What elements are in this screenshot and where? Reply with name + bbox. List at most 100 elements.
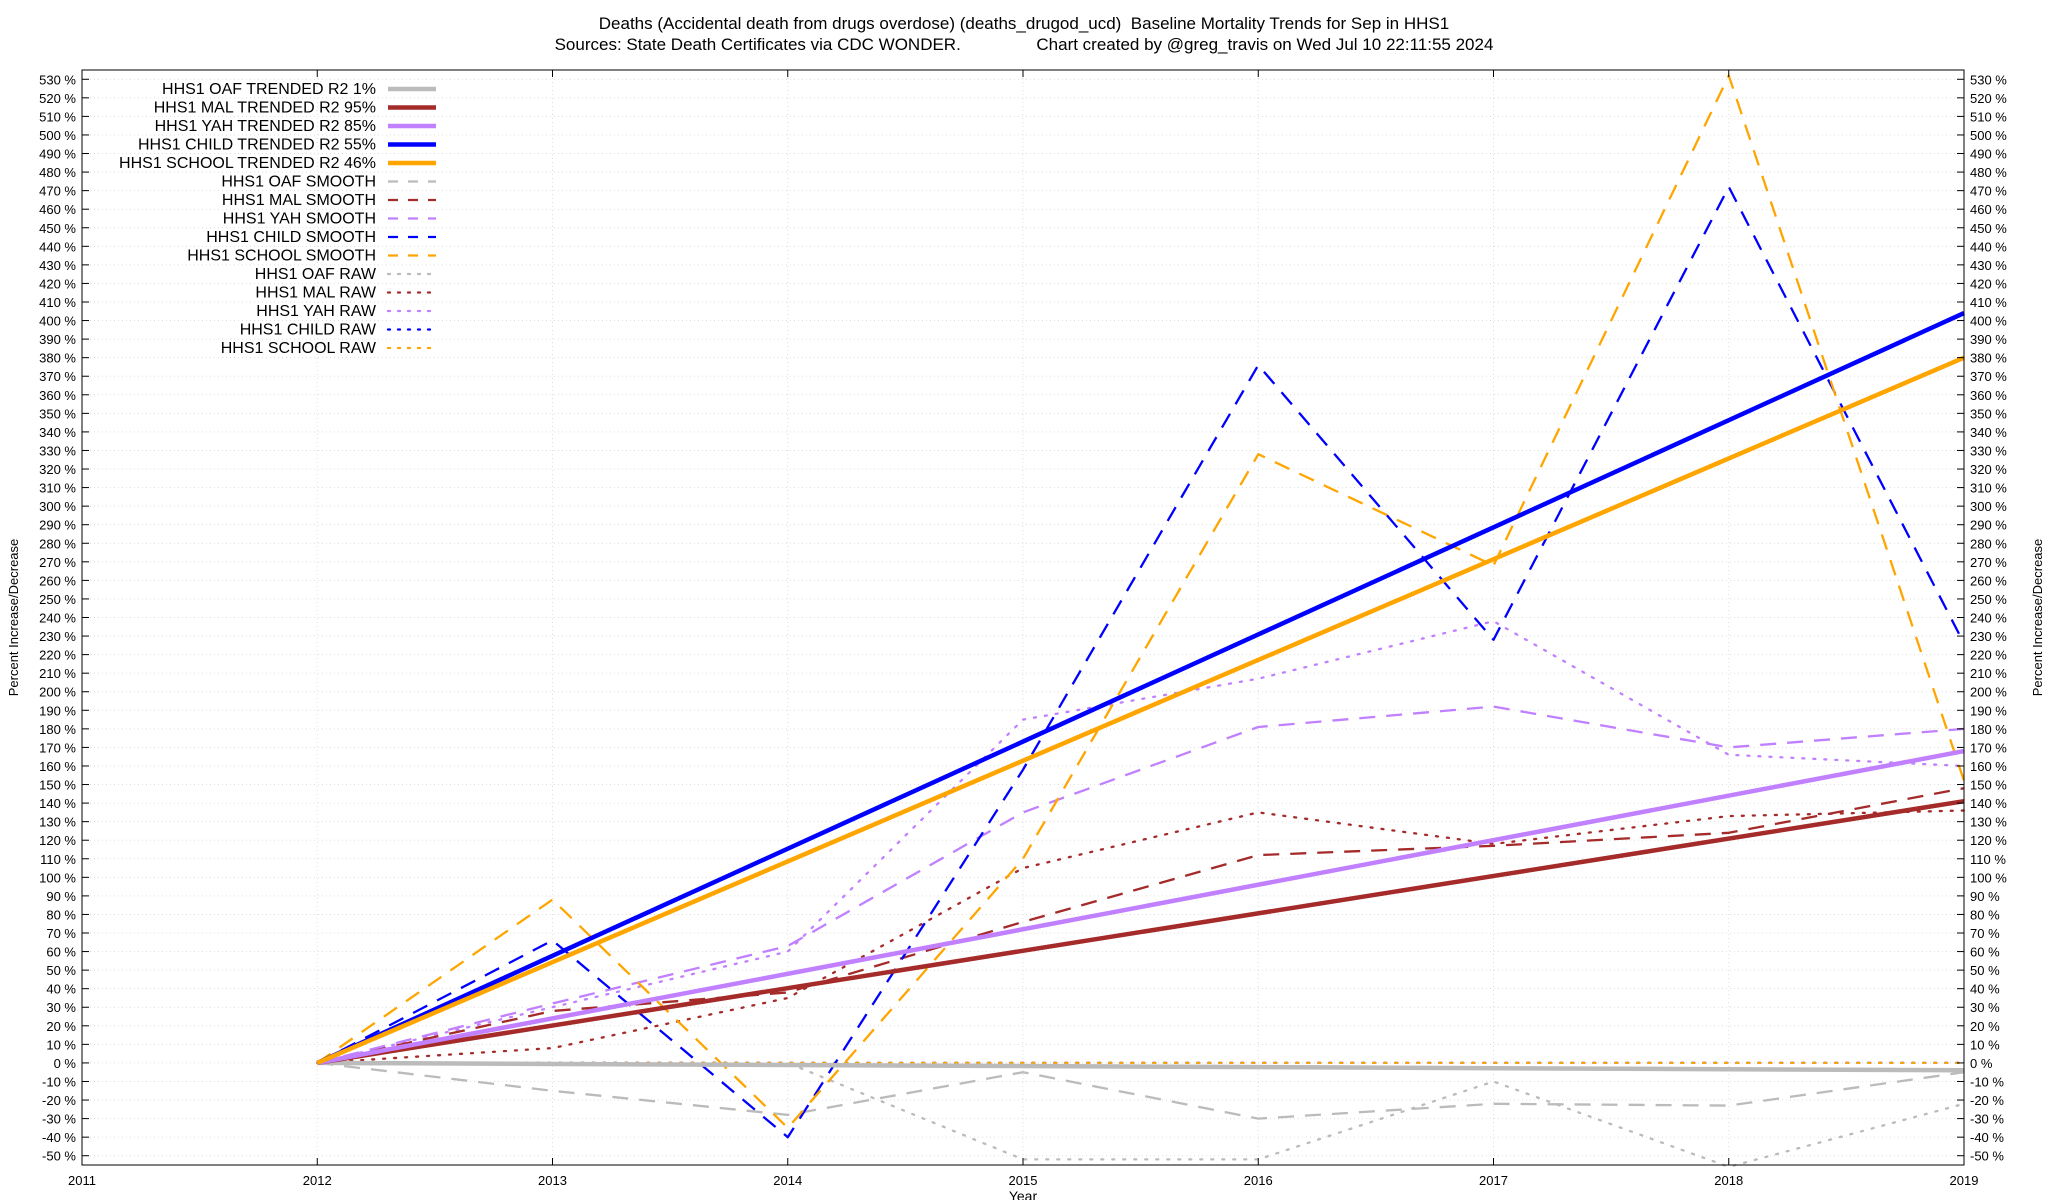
legend-label: HHS1 OAF SMOOTH	[221, 174, 376, 191]
y2-tick-label: 40 %	[1970, 982, 2000, 997]
y-tick-label: 450 %	[39, 221, 76, 236]
chart-subtitle: Sources: State Death Certificates via CD…	[554, 35, 1494, 54]
y-tick-label: 260 %	[39, 573, 76, 588]
legend-label: HHS1 OAF TRENDED R2 1%	[162, 81, 376, 98]
y-tick-label: 110 %	[40, 852, 76, 867]
y-tick-label: 320 %	[39, 462, 76, 477]
series-line-3	[316, 311, 1965, 1065]
y-tick-label: -10 %	[42, 1074, 76, 1089]
x-tick-label: 2018	[1714, 1173, 1743, 1188]
y-tick-label: 520 %	[39, 91, 76, 106]
legend-label: HHS1 YAH TRENDED R2 85%	[155, 118, 376, 135]
y2-tick-label: 330 %	[1970, 443, 2007, 458]
y2-tick-label: 340 %	[1970, 425, 2007, 440]
x-tick-label: 2015	[1009, 1173, 1038, 1188]
legend-label: HHS1 OAF RAW	[255, 266, 377, 283]
y2-tick-label: -10 %	[1970, 1074, 2004, 1089]
ticks-layer: -50 % -50 % -40 % -40 % -30 % -30 % -20 % -20 %…	[39, 70, 2007, 1188]
series-line-2	[316, 748, 1965, 1066]
y-tick-label: 400 %	[39, 314, 76, 329]
x-tick-label: 2014	[773, 1173, 802, 1188]
y-tick-label: 430 %	[39, 258, 76, 273]
series-line-0	[317, 1060, 1965, 1073]
y2-tick-label: 110 %	[1970, 852, 2006, 867]
y-tick-label: 90 %	[46, 889, 76, 904]
y2-tick-label: 250 %	[1970, 592, 2007, 607]
legend-label: HHS1 CHILD RAW	[240, 322, 377, 339]
x-tick-label: 2011	[68, 1173, 96, 1188]
y-tick-label: 80 %	[46, 907, 76, 922]
y-tick-label: 220 %	[39, 648, 76, 663]
y-tick-label: 200 %	[39, 685, 76, 700]
y-tick-label: 100 %	[39, 870, 76, 885]
series-line-1	[316, 798, 1965, 1066]
y2-tick-label: 530 %	[1970, 72, 2007, 87]
y2-tick-label: 0 %	[1970, 1056, 1993, 1071]
y2-tick-label: 200 %	[1970, 685, 2007, 700]
y2-tick-label: 20 %	[1970, 1019, 2000, 1034]
y-tick-label: 20 %	[46, 1019, 76, 1034]
y2-tick-label: 140 %	[1970, 796, 2007, 811]
legend-layer: HHS1 OAF TRENDED R2 1% HHS1 MAL TRENDED R…	[119, 81, 438, 357]
legend-label: HHS1 SCHOOL RAW	[221, 340, 377, 357]
legend-label: HHS1 MAL RAW	[255, 285, 377, 302]
y-tick-label: 270 %	[39, 555, 76, 570]
y2-tick-label: 160 %	[1970, 759, 2007, 774]
y-tick-label: 420 %	[39, 276, 76, 291]
y-tick-label: 390 %	[39, 332, 76, 347]
y-tick-label: 490 %	[39, 147, 76, 162]
y2-tick-label: 390 %	[1970, 332, 2007, 347]
y2-tick-label: 450 %	[1970, 221, 2007, 236]
y-tick-label: 350 %	[39, 406, 76, 421]
y2-tick-label: 190 %	[1970, 703, 2007, 718]
y-tick-label: 440 %	[39, 239, 76, 254]
legend-label: HHS1 MAL TRENDED R2 95%	[154, 100, 376, 117]
y-tick-label: 500 %	[39, 128, 76, 143]
y-tick-label: 190 %	[39, 703, 76, 718]
y-tick-label: 140 %	[39, 796, 76, 811]
y-tick-label: 280 %	[39, 536, 76, 551]
legend-label: HHS1 YAH SMOOTH	[223, 211, 376, 228]
y-tick-label: 70 %	[46, 926, 76, 941]
y-tick-label: 40 %	[46, 982, 76, 997]
y2-tick-label: 420 %	[1970, 276, 2007, 291]
y2-tick-label: 440 %	[1970, 239, 2007, 254]
series-line-9	[316, 74, 1966, 1130]
y-tick-label: 310 %	[39, 481, 76, 496]
y-tick-label: 130 %	[39, 815, 76, 830]
y2-tick-label: 460 %	[1970, 202, 2007, 217]
y-tick-label: 370 %	[39, 369, 76, 384]
y-tick-label: 150 %	[39, 778, 76, 793]
y2-tick-label: 350 %	[1970, 406, 2007, 421]
x-tick-label: 2017	[1479, 1173, 1508, 1188]
y2-tick-label: 50 %	[1970, 963, 2000, 978]
y2-tick-label: 470 %	[1970, 184, 2007, 199]
y2-tick-label: -40 %	[1970, 1130, 2004, 1145]
y-tick-label: -30 %	[42, 1112, 76, 1127]
y2-tick-label: 70 %	[1970, 926, 2000, 941]
y2-tick-label: 490 %	[1970, 147, 2007, 162]
y2-tick-label: -30 %	[1970, 1112, 2004, 1127]
y2-tick-label: 290 %	[1970, 518, 2007, 533]
y2-tick-label: 430 %	[1970, 258, 2007, 273]
y2-tick-label: 60 %	[1970, 945, 2000, 960]
y2-tick-label: 380 %	[1970, 351, 2007, 366]
y2-tick-label: 170 %	[1970, 740, 2007, 755]
legend-label: HHS1 CHILD SMOOTH	[206, 229, 376, 246]
legend-label: HHS1 SCHOOL SMOOTH	[187, 248, 376, 265]
y-tick-label: -50 %	[42, 1149, 76, 1164]
y-tick-label: 120 %	[39, 833, 76, 848]
y-tick-label: 510 %	[39, 109, 76, 124]
y2-tick-label: 300 %	[1970, 499, 2007, 514]
y2-tick-label: 270 %	[1970, 555, 2007, 570]
x-tick-label: 2016	[1244, 1173, 1273, 1188]
y-tick-label: 210 %	[39, 666, 76, 681]
y-tick-label: 250 %	[39, 592, 76, 607]
y2-tick-label: 500 %	[1970, 128, 2007, 143]
y2-tick-label: 230 %	[1970, 629, 2007, 644]
y-tick-label: 300 %	[39, 499, 76, 514]
y-tick-label: 170 %	[39, 740, 76, 755]
y2-tick-label: 120 %	[1970, 833, 2007, 848]
y2-tick-label: 410 %	[1970, 295, 2007, 310]
y-tick-label: 330 %	[39, 443, 76, 458]
